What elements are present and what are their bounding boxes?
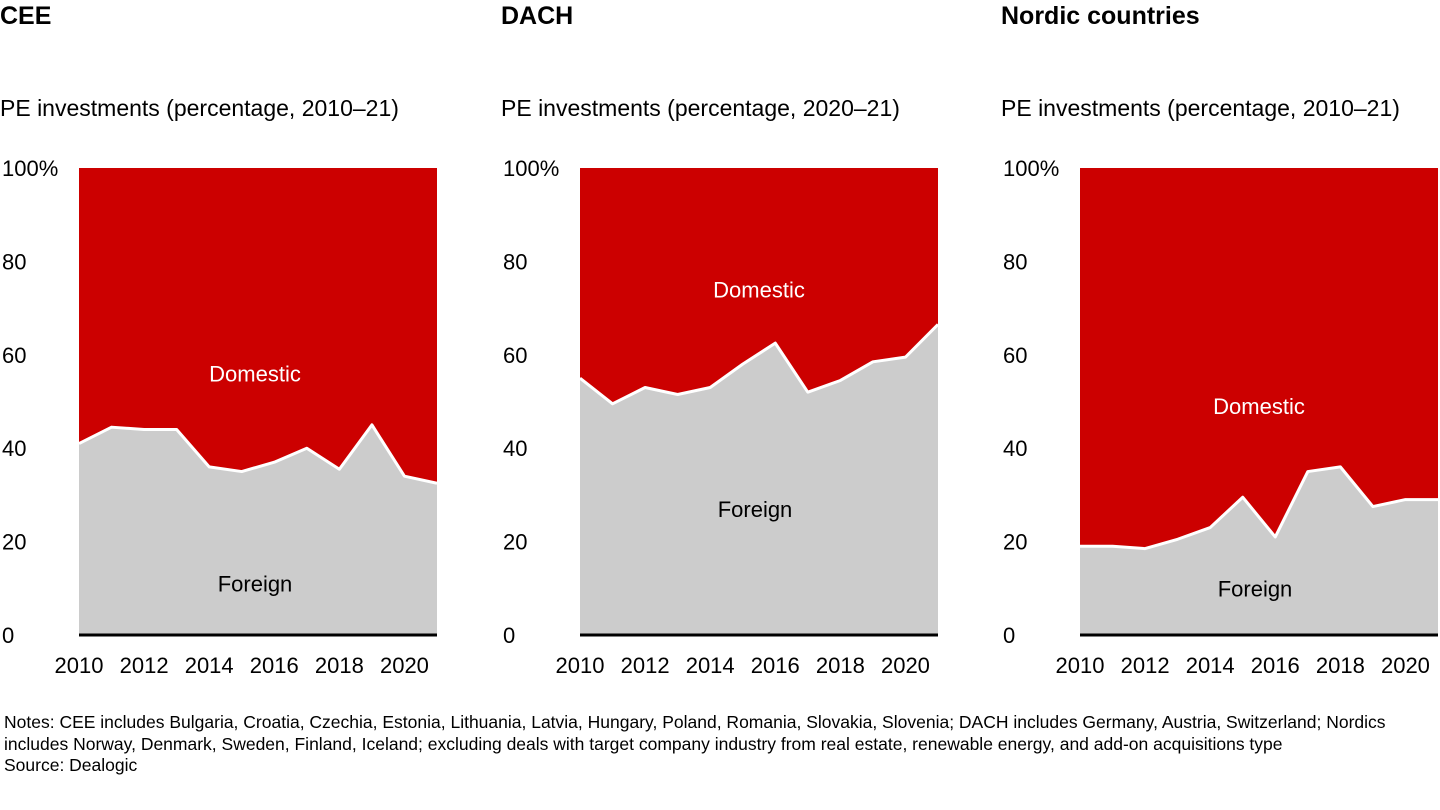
- chart-panel-nordic: Nordic countries PE investments (percent…: [1001, 0, 1440, 680]
- domestic-area-label: Domestic: [1213, 394, 1305, 419]
- y-tick-label: 40: [503, 436, 527, 461]
- chart-subtitle: PE investments (percentage, 2020–21): [501, 95, 900, 121]
- y-tick-label: 80: [503, 249, 527, 274]
- foreign-area: [580, 324, 938, 635]
- y-tick-label: 20: [503, 530, 527, 555]
- series-boundary-line: [579, 323, 940, 406]
- x-tick-label: 2016: [250, 653, 299, 678]
- foreign-area-label: Foreign: [718, 497, 793, 522]
- y-tick-label: 60: [2, 343, 26, 368]
- area-chart-cee: 0 20 40 60 80 100% 2010 2012 2014 2016 2018 2020 Dom…: [2, 156, 438, 678]
- chart-panel-dach: DACH PE investments (percentage, 2020–21…: [501, 0, 971, 680]
- chart-title: DACH: [501, 2, 574, 30]
- x-tick-label: 2012: [120, 653, 169, 678]
- y-tick-label: 100%: [2, 156, 58, 181]
- x-tick-label: 2014: [185, 653, 234, 678]
- y-tick-label: 60: [1003, 343, 1027, 368]
- series-boundary-line: [1080, 465, 1438, 551]
- y-tick-label: 20: [1003, 530, 1027, 555]
- y-tick-label: 40: [1003, 436, 1027, 461]
- x-tick-label: 2010: [1056, 653, 1105, 678]
- chart-subtitle: PE investments (percentage, 2010–21): [1001, 95, 1400, 121]
- y-tick-label: 20: [2, 530, 26, 555]
- x-tick-label: 2018: [1316, 653, 1365, 678]
- series-boundary-line: [78, 423, 438, 485]
- x-tick-label: 2016: [1251, 653, 1300, 678]
- domestic-area: [1080, 168, 1438, 549]
- x-tick-label: 2020: [1381, 653, 1430, 678]
- x-tick-label: 2014: [1186, 653, 1235, 678]
- y-tick-label: 80: [2, 249, 26, 274]
- domestic-area-label: Domestic: [209, 361, 301, 386]
- x-tick-label: 2020: [881, 653, 930, 678]
- domestic-area: [580, 168, 938, 404]
- y-tick-label: 80: [1003, 249, 1027, 274]
- chart-title: CEE: [0, 2, 52, 30]
- chart-subtitle: PE investments (percentage, 2010–21): [0, 95, 399, 121]
- foreign-area-label: Foreign: [218, 572, 293, 597]
- x-tick-label: 2012: [621, 653, 670, 678]
- domestic-area: [79, 168, 437, 484]
- source-text: Source: Dealogic: [4, 755, 138, 775]
- footnotes: Notes: CEE includes Bulgaria, Croatia, C…: [4, 712, 1436, 777]
- foreign-area: [1080, 466, 1438, 635]
- domestic-area-label: Domestic: [713, 277, 805, 302]
- x-tick-label: 2010: [556, 653, 605, 678]
- x-tick-label: 2014: [686, 653, 735, 678]
- y-tick-label: 0: [1003, 623, 1015, 648]
- area-chart-dach: 0 20 40 60 80 100% 2010 2012 2014 2016 2018 2020 Dom…: [503, 156, 940, 678]
- notes-text: Notes: CEE includes Bulgaria, Croatia, C…: [4, 712, 1386, 754]
- y-tick-label: 0: [503, 623, 515, 648]
- foreign-area-label: Foreign: [1218, 576, 1293, 601]
- y-tick-label: 40: [2, 436, 26, 461]
- x-tick-label: 2018: [315, 653, 364, 678]
- area-chart-nordic: 0 20 40 60 80 100% 2010 2012 2014 2016 2018 2020 Dom…: [1003, 156, 1438, 678]
- y-tick-label: 100%: [503, 156, 559, 181]
- x-tick-label: 2018: [816, 653, 865, 678]
- chart-panel-cee: CEE PE investments (percentage, 2010–21)…: [0, 0, 470, 680]
- x-tick-label: 2016: [751, 653, 800, 678]
- x-tick-label: 2020: [380, 653, 429, 678]
- foreign-area: [79, 424, 437, 635]
- y-tick-label: 100%: [1003, 156, 1059, 181]
- y-tick-label: 0: [2, 623, 14, 648]
- y-tick-label: 60: [503, 343, 527, 368]
- x-tick-label: 2012: [1121, 653, 1170, 678]
- chart-title: Nordic countries: [1001, 2, 1200, 30]
- x-tick-label: 2010: [55, 653, 104, 678]
